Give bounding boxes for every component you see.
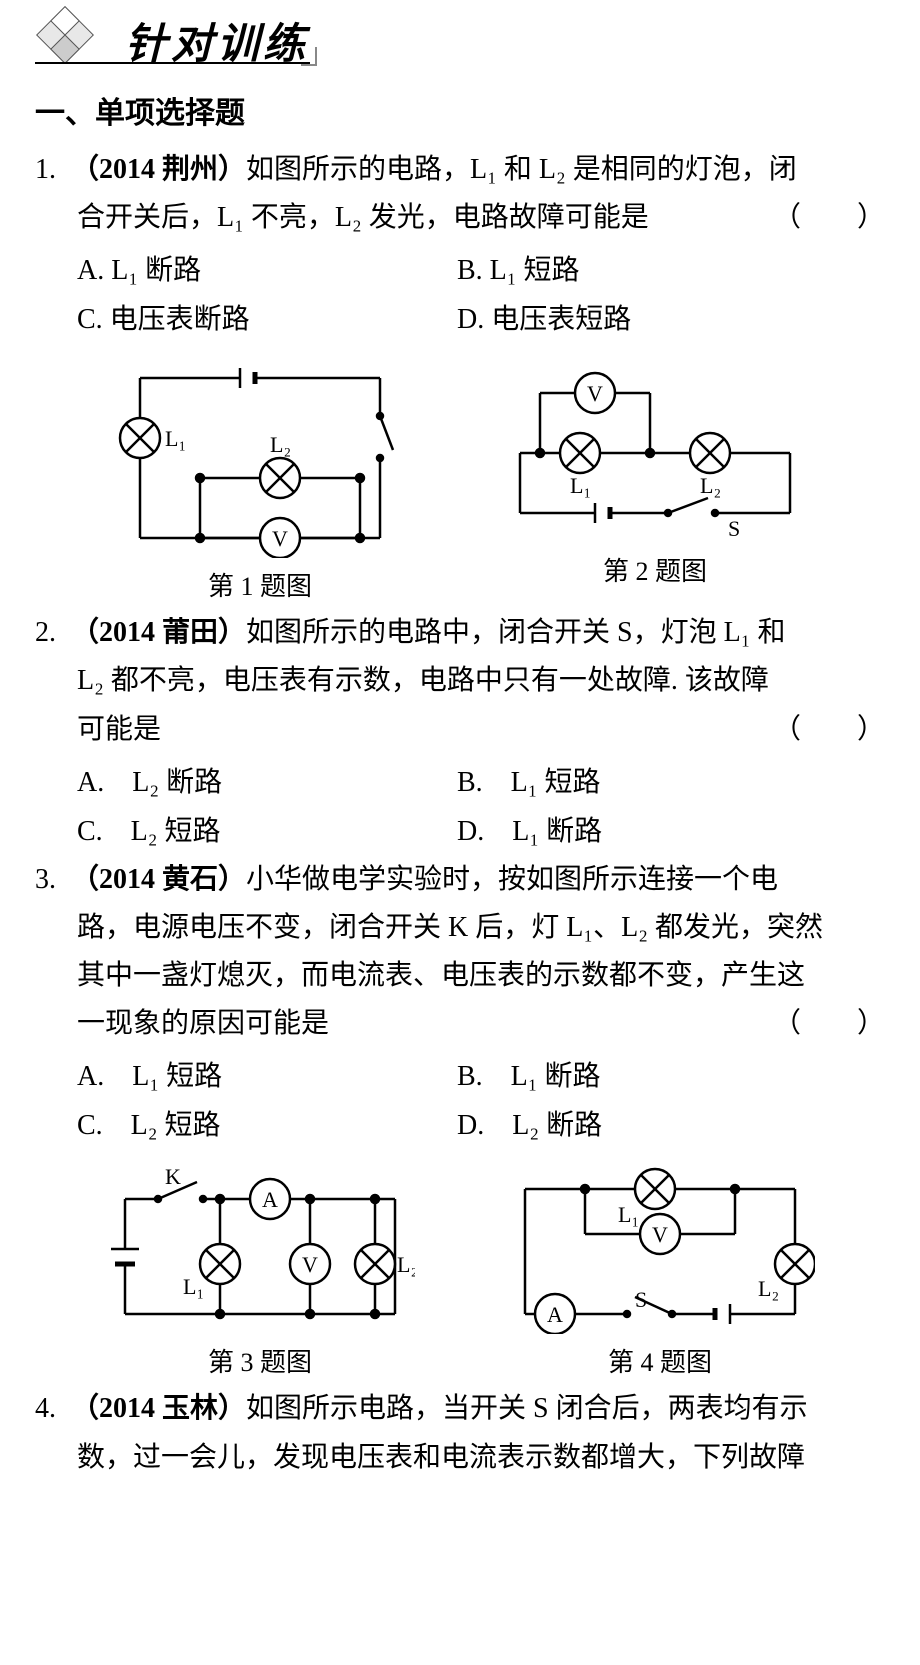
question-2: 2.（2014 莆田）如图所示的电路中，闭合开关 S，灯泡 L₁ 和 L₂ 都不… — [35, 609, 885, 753]
q1-opt-b: B. L₁ 短路 — [457, 246, 885, 295]
q3-options: A. L₁ 短路 B. L₁ 断路 C. L₂ 短路 D. L₂ 断路 — [35, 1052, 885, 1150]
q2-num: 2. — [35, 609, 71, 657]
figures-row-2: K A — [35, 1164, 885, 1379]
svg-text:V: V — [652, 1222, 668, 1247]
q4-num: 4. — [35, 1385, 71, 1433]
q1-source: （2014 荆州） — [71, 154, 246, 185]
svg-text:L₁: L₁ — [183, 1274, 204, 1299]
q3-opt-b: B. L₁ 断路 — [457, 1052, 885, 1101]
question-1: 1.（2014 荆州）如图所示的电路，L₁ 和 L₂ 是相同的灯泡，闭 合开关后… — [35, 146, 885, 242]
figure-3: K A — [105, 1164, 415, 1379]
q4-line1: 数，过一会儿，发现电压表和电流表示数都增大，下列故障 — [35, 1434, 885, 1482]
banner: 针对训练 — [35, 0, 885, 70]
q1-opt-a: A. L₁ 断路 — [77, 246, 457, 295]
q3-opt-a: A. L₁ 短路 — [77, 1052, 457, 1101]
svg-text:K: K — [165, 1164, 181, 1189]
q4-source: （2014 玉林） — [71, 1393, 246, 1424]
svg-text:L₂: L₂ — [270, 432, 291, 457]
q1-num: 1. — [35, 146, 71, 194]
svg-text:V: V — [302, 1252, 318, 1277]
svg-text:L₂: L₂ — [700, 473, 721, 498]
banner-bracket — [301, 47, 317, 66]
figure-1: L₁ L₂ — [110, 358, 410, 603]
svg-text:S: S — [728, 516, 740, 541]
q2-opt-a: A. L₂ 断路 — [77, 758, 457, 807]
q2-source: （2014 莆田） — [71, 617, 246, 648]
svg-text:L₂: L₂ — [758, 1276, 779, 1301]
q2-opt-d: D. L₁ 断路 — [457, 807, 885, 856]
q3-num: 3. — [35, 856, 71, 904]
q3-opt-d: D. L₂ 断路 — [457, 1101, 885, 1150]
svg-text:L₁: L₁ — [618, 1202, 639, 1227]
q2-options: A. L₂ 断路 B. L₁ 短路 C. L₂ 短路 D. L₁ 断路 — [35, 758, 885, 856]
svg-text:L₁: L₁ — [165, 426, 186, 451]
figure-2: S L₂ L₁ — [500, 358, 810, 603]
q1-line1: 合开关后，L₁ 不亮，L₂ 发光，电路故障可能是 — [77, 202, 649, 233]
q3-paren: （ ） — [773, 1000, 885, 1048]
fig3-caption: 第 3 题图 — [105, 1342, 415, 1379]
q2-line1: L₂ 都不亮，电压表有示数，电路中只有一处故障. 该故障 — [35, 657, 885, 705]
q2-opt-c: C. L₂ 短路 — [77, 807, 457, 856]
q4-line0: 如图所示电路，当开关 S 闭合后，两表均有示 — [246, 1393, 808, 1424]
diamond-icon — [35, 5, 95, 65]
banner-underline — [35, 62, 310, 64]
q1-opt-c: C. 电压表断路 — [77, 295, 457, 344]
svg-text:V: V — [587, 381, 603, 406]
q3-line1: 路，电源电压不变，闭合开关 K 后，灯 L₁、L₂ 都发光，突然 — [35, 904, 885, 952]
q3-source: （2014 黄石） — [71, 864, 246, 895]
q1-paren: （ ） — [773, 194, 885, 242]
q3-opt-c: C. L₂ 短路 — [77, 1101, 457, 1150]
svg-text:L₁: L₁ — [570, 473, 591, 498]
q1-opt-d: D. 电压表短路 — [457, 295, 885, 344]
fig1-caption: 第 1 题图 — [110, 566, 410, 603]
svg-text:V: V — [272, 526, 288, 551]
svg-text:L₂: L₂ — [397, 1252, 415, 1277]
question-4: 4.（2014 玉林）如图所示电路，当开关 S 闭合后，两表均有示 数，过一会儿… — [35, 1385, 885, 1481]
q3-line2: 其中一盏灯熄灭，而电流表、电压表的示数都不变，产生这 — [35, 952, 885, 1000]
q2-line2: 可能是 — [77, 714, 161, 745]
q2-opt-b: B. L₁ 短路 — [457, 758, 885, 807]
q3-line0: 小华做电学实验时，按如图所示连接一个电 — [246, 864, 778, 895]
question-3: 3.（2014 黄石）小华做电学实验时，按如图所示连接一个电 路，电源电压不变，… — [35, 856, 885, 1049]
q2-paren: （ ） — [773, 706, 885, 754]
figures-row-1: L₁ L₂ — [35, 358, 885, 603]
svg-text:S: S — [635, 1287, 647, 1312]
section-heading: 一、单项选择题 — [35, 88, 885, 132]
fig2-caption: 第 2 题图 — [500, 551, 810, 588]
q2-line0: 如图所示的电路中，闭合开关 S，灯泡 L₁ 和 — [246, 617, 785, 648]
q1-options: A. L₁ 断路 B. L₁ 短路 C. 电压表断路 D. 电压表短路 — [35, 246, 885, 344]
svg-text:A: A — [262, 1187, 278, 1212]
figure-4: L₁ L₂ S — [505, 1164, 815, 1379]
q1-line0: 如图所示的电路，L₁ 和 L₂ 是相同的灯泡，闭 — [246, 154, 797, 185]
fig4-caption: 第 4 题图 — [505, 1342, 815, 1379]
svg-text:A: A — [547, 1302, 563, 1327]
q3-line3: 一现象的原因可能是 — [77, 1008, 329, 1039]
